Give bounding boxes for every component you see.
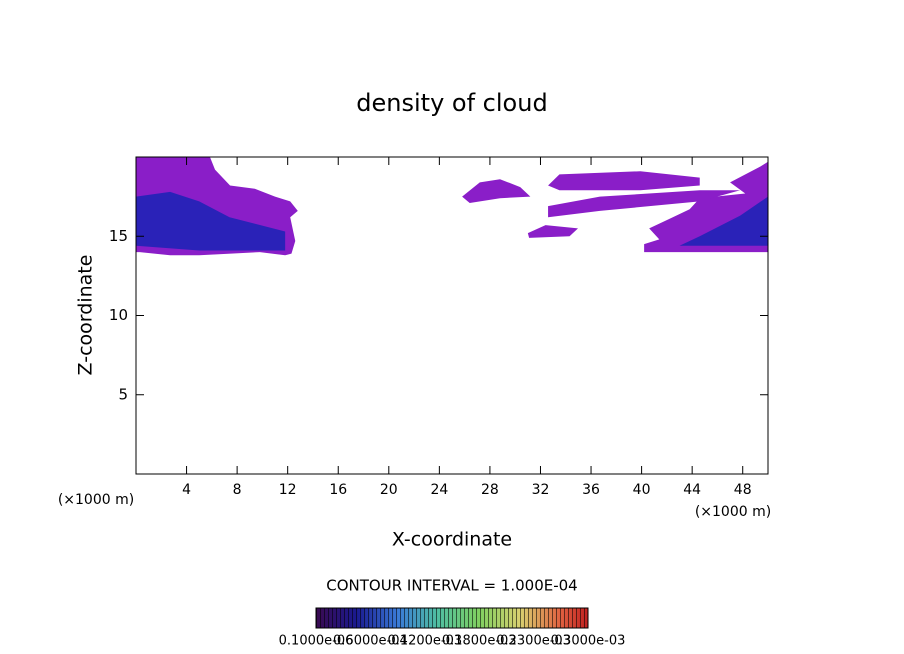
x-axis-label: X-coordinate [392,529,512,551]
x-tick-label: 44 [683,482,701,498]
x-tick-label: 32 [532,482,550,498]
cloud-region [548,190,741,218]
cloud-region [679,196,768,246]
cloud-region [548,171,700,191]
x-unit: (×1000 m) [58,492,134,508]
y-unit: (×1000 m) [695,504,771,520]
colorbar-label: 0.1200e-03 [387,634,462,649]
x-tick-label: 36 [582,482,600,498]
x-tick-label: 40 [633,482,651,498]
colorbar-label: 0.3000e-03 [551,634,626,649]
colorbar-label: 0.6000e-04 [333,634,408,649]
x-tick-label: 28 [481,482,499,498]
colorbar-label: 0.2300e-03 [496,634,571,649]
y-tick-label: 10 [109,306,128,324]
x-tick-label: 48 [734,482,752,498]
x-tick-label: 8 [233,482,242,498]
y-axis-label: Z-coordinate [75,255,97,376]
x-tick-label: 24 [430,482,448,498]
contour-interval: CONTOUR INTERVAL = 1.000E-04 [326,577,577,595]
y-tick-label: 15 [109,227,128,245]
colorbar-label: 0.1000e-06 [279,634,354,649]
colorbar-label: 0.1800e-03 [442,634,517,649]
cloud-region [527,225,579,238]
chart-title: density of cloud [356,89,547,117]
x-tick-label: 20 [380,482,398,498]
colorbar-lines [315,607,589,629]
x-tick-label: 16 [329,482,347,498]
y-tick-label: 5 [118,385,128,403]
cloud-region [462,179,531,203]
cloud-region [136,191,286,251]
x-tick-label: 12 [279,482,297,498]
x-tick-label: 4 [182,482,191,498]
